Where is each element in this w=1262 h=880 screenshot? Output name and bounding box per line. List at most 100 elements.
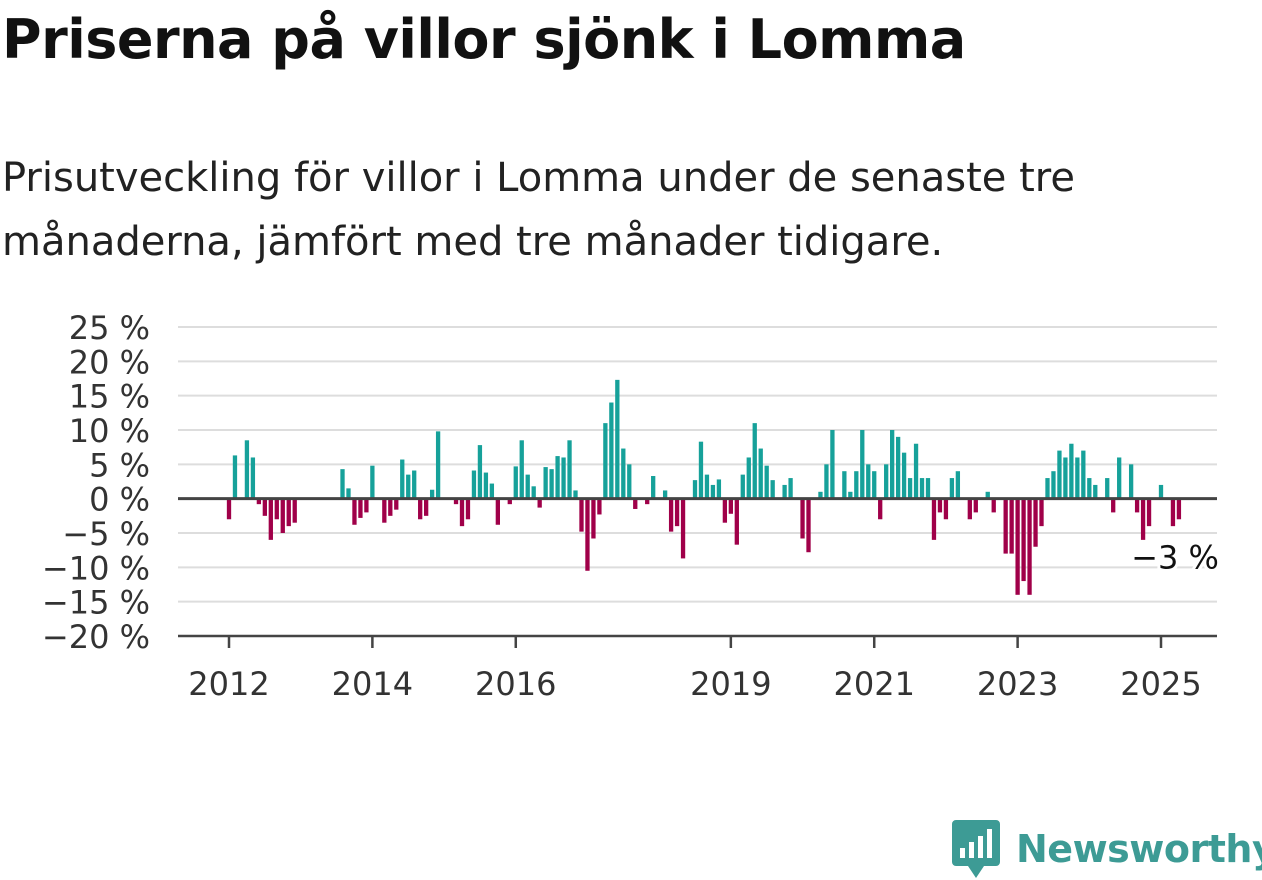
bar <box>818 491 823 499</box>
bar <box>668 498 674 532</box>
bar <box>872 471 877 499</box>
bar <box>633 498 638 509</box>
bar <box>716 479 722 499</box>
y-tick-label: −10 % <box>42 549 150 587</box>
bar <box>943 498 949 520</box>
bar <box>406 474 411 499</box>
bar <box>286 498 291 527</box>
bar <box>1003 498 1008 554</box>
x-tick-label: 2021 <box>834 665 915 703</box>
x-tick-label: 2019 <box>690 665 771 703</box>
newsworthy-logo: Newsworthy <box>950 818 1262 880</box>
bar <box>477 445 483 499</box>
bar <box>340 469 345 499</box>
bar <box>1105 478 1110 499</box>
bar <box>728 498 733 514</box>
bar <box>645 498 650 505</box>
bar <box>722 498 728 523</box>
bar <box>1075 457 1080 499</box>
bar <box>513 466 518 499</box>
bar <box>967 498 972 520</box>
bar <box>226 498 232 520</box>
bar <box>913 443 919 499</box>
x-tick-label: 2014 <box>332 665 413 703</box>
bar <box>549 469 554 499</box>
bar <box>459 498 465 527</box>
bar <box>591 498 596 539</box>
bar <box>346 488 351 499</box>
bar <box>949 478 955 499</box>
bar <box>692 480 698 499</box>
bar <box>1069 443 1074 499</box>
bar <box>890 430 895 499</box>
bar-chart: 25 %20 %15 %10 %5 %0 %−5 %−10 %−15 %−20 … <box>42 309 1222 703</box>
bar <box>1117 457 1122 499</box>
y-tick-label: 15 % <box>69 378 150 416</box>
bar <box>597 498 602 515</box>
bar <box>489 483 495 499</box>
newsworthy-logo-text: Newsworthy <box>1016 827 1262 871</box>
bar <box>471 470 477 499</box>
bar <box>268 498 273 540</box>
bar <box>901 452 907 499</box>
bar <box>531 486 536 499</box>
bar <box>256 498 262 505</box>
chart-subtitle: Prisutveckling för villor i Lomma under … <box>2 155 1075 265</box>
bar <box>1170 498 1176 527</box>
bar <box>567 440 572 499</box>
bar <box>866 464 871 499</box>
bar <box>1039 498 1044 527</box>
bar <box>746 457 751 499</box>
bar <box>698 441 704 499</box>
bar <box>680 498 686 559</box>
bar <box>1140 498 1146 540</box>
bar <box>985 491 990 499</box>
bar <box>232 455 238 499</box>
bar <box>1128 464 1134 499</box>
bar <box>292 498 297 523</box>
bar <box>770 480 775 499</box>
x-tick-label: 2023 <box>977 665 1058 703</box>
bar <box>262 498 267 516</box>
bar <box>244 440 250 499</box>
bar <box>453 498 459 505</box>
bar <box>435 431 441 499</box>
bar <box>800 498 805 539</box>
bar <box>358 498 363 518</box>
bar <box>579 498 584 532</box>
bar <box>842 471 847 499</box>
y-tick-label: −15 % <box>42 584 150 622</box>
bar <box>352 498 357 525</box>
y-tick-label: 5 % <box>89 446 150 484</box>
bar <box>788 478 793 499</box>
bar <box>412 470 417 499</box>
bar <box>973 498 978 513</box>
y-tick-label: 20 % <box>69 343 150 381</box>
bar <box>758 448 763 499</box>
bar <box>1027 498 1032 595</box>
bar <box>854 471 859 499</box>
bar <box>782 484 787 499</box>
bar <box>250 457 256 499</box>
bar <box>400 459 405 499</box>
newsworthy-logo-icon <box>952 820 1000 878</box>
bar <box>1009 498 1014 554</box>
bar <box>1087 478 1092 499</box>
bar <box>1045 478 1050 499</box>
y-tick-label: 0 % <box>89 481 150 519</box>
bar <box>764 465 769 499</box>
y-tick-label: −20 % <box>42 618 150 656</box>
bar <box>615 379 620 499</box>
bar <box>734 498 739 545</box>
bar <box>1158 484 1164 499</box>
bar <box>931 498 937 540</box>
bar <box>937 498 943 513</box>
bar <box>621 448 626 499</box>
bar <box>955 471 961 499</box>
bar <box>561 457 566 499</box>
x-tick-label: 2012 <box>188 665 269 703</box>
bar <box>1134 498 1140 513</box>
bar <box>884 464 889 499</box>
bar <box>585 498 590 571</box>
bar <box>555 456 560 499</box>
